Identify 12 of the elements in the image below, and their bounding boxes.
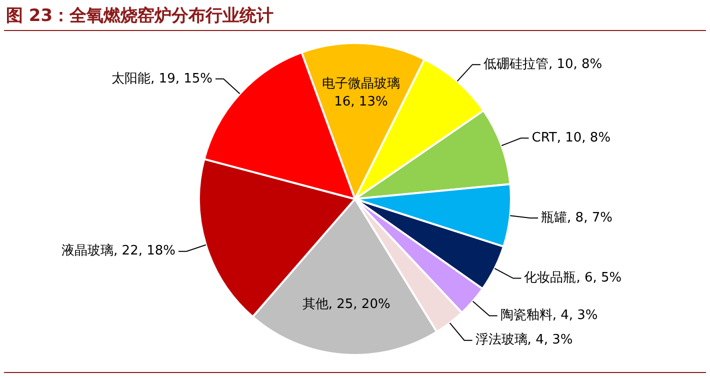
slice-label: 太阳能, 19, 15% [112,71,212,86]
slice-label: CRT, 10, 8% [532,130,611,146]
slice-label: 化妆品瓶, 6, 5% [524,270,622,286]
chart-title: 图 23：全氧燃烧窑炉分布行业统计 [6,5,274,27]
slice-label: 其他, 25, 20% [302,297,390,312]
slice-label: 低硼硅拉管, 10, 8% [483,56,602,72]
data-label: 16, 13% [334,94,388,110]
slice-label: 浮法玻璃, 4, 3% [475,332,573,348]
slice-label: 电子微晶玻璃 [322,76,400,92]
slice-label: 液晶玻璃, 22, 18% [62,244,176,259]
slice-label: 陶瓷釉料, 4, 3% [500,308,598,324]
slice-label: 瓶罐, 8, 7% [541,210,612,226]
